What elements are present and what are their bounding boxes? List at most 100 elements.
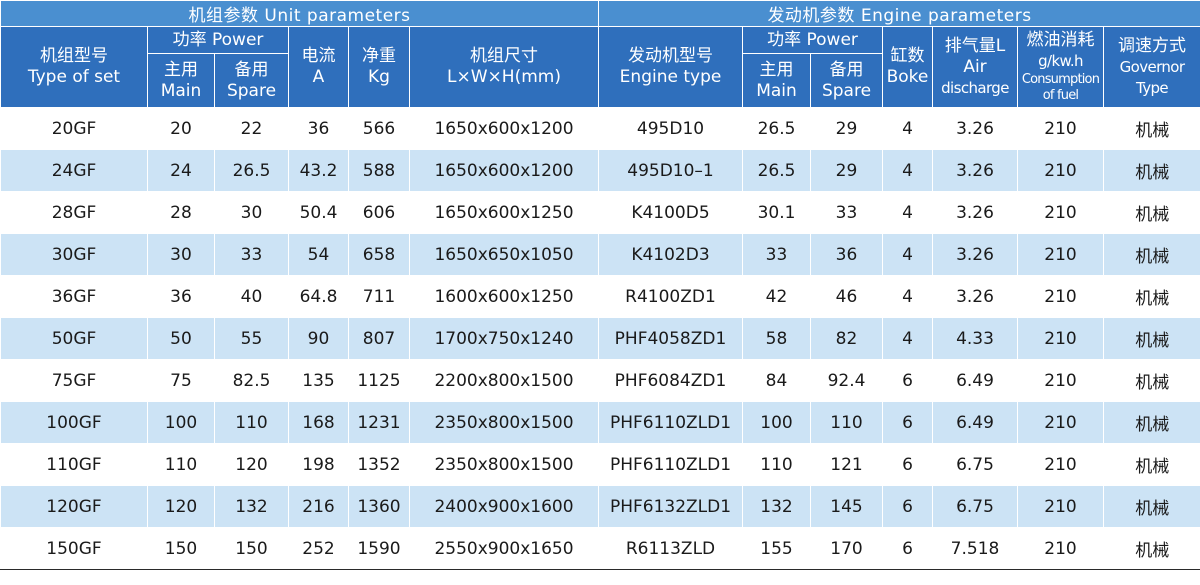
- cell-dimensions: 1650x600x1200: [409, 107, 599, 150]
- cell-dimensions: 1650x650x1050: [409, 233, 599, 276]
- cell-engine-type: 495D10: [598, 107, 743, 150]
- cell-fuel: 210: [1017, 233, 1104, 276]
- cell-spare-power: 110: [214, 401, 289, 444]
- cell-spare-power: 30: [214, 191, 289, 234]
- cell-fuel: 210: [1017, 485, 1104, 528]
- cell-air-discharge: 3.26: [932, 107, 1018, 150]
- cell-cylinders: 4: [882, 191, 933, 234]
- cell-current: 54: [288, 233, 349, 276]
- air-discharge-en-2: discharge: [941, 78, 1009, 97]
- air-discharge-header: 排气量L Air discharge: [932, 26, 1018, 108]
- cell-engine-type: K4100D5: [598, 191, 743, 234]
- cell-dimensions: 2400x900x1600: [409, 485, 599, 528]
- air-discharge-en-1: Air: [963, 56, 987, 77]
- cell-dimensions: 2200x800x1500: [409, 359, 599, 402]
- cell-engine-main: 100: [742, 401, 811, 444]
- cell-air-discharge: 6.75: [932, 485, 1018, 528]
- cell-cylinders: 4: [882, 107, 933, 150]
- type-of-set-header: 机组型号 Type of set: [0, 26, 148, 108]
- cell-spare-power: 120: [214, 443, 289, 486]
- cell-fuel: 210: [1017, 275, 1104, 318]
- cell-dimensions: 1650x600x1250: [409, 191, 599, 234]
- cell-fuel: 210: [1017, 443, 1104, 486]
- fuel-unit: g/kw.h: [1038, 52, 1083, 70]
- cell-fuel: 210: [1017, 359, 1104, 402]
- cell-engine-main: 84: [742, 359, 811, 402]
- engine-parameters-header: 发动机参数 Engine parameters: [597, 0, 1200, 27]
- cell-governor: 机械: [1102, 443, 1200, 486]
- cell-cylinders: 6: [882, 443, 933, 486]
- cell-main-power: 20: [147, 107, 215, 150]
- cell-type-of-set: 110GF: [0, 443, 148, 486]
- cell-weight: 606: [348, 191, 410, 234]
- cell-governor: 机械: [1102, 149, 1200, 192]
- cell-fuel: 210: [1017, 149, 1104, 192]
- cell-current: 43.2: [288, 149, 349, 192]
- cylinders-en: Boke: [886, 67, 929, 87]
- cell-spare-power: 55: [214, 317, 289, 360]
- cell-weight: 711: [348, 275, 410, 318]
- cell-governor: 机械: [1102, 527, 1200, 570]
- cell-air-discharge: 3.26: [932, 275, 1018, 318]
- cell-governor: 机械: [1102, 275, 1200, 318]
- cell-main-power: 24: [147, 149, 215, 192]
- cell-governor: 机械: [1102, 359, 1200, 402]
- cylinders-header: 缸数 Boke: [882, 26, 933, 108]
- cell-engine-main: 58: [742, 317, 811, 360]
- cell-engine-type: PHF4058ZD1: [598, 317, 743, 360]
- unit-spare-header: 备用 Spare: [214, 53, 289, 108]
- fuel-en-2: of fuel: [1042, 88, 1079, 103]
- cell-cylinders: 4: [882, 275, 933, 318]
- table-row: 30GF 30 33 54 658 1650x650x1050 K4102D3 …: [0, 233, 1200, 276]
- unit-spare-cn: 备用: [234, 59, 269, 80]
- cell-type-of-set: 24GF: [0, 149, 148, 192]
- cell-engine-type: PHF6110ZLD1: [598, 443, 743, 486]
- unit-main-header: 主用 Main: [147, 53, 215, 108]
- cell-governor: 机械: [1102, 317, 1200, 360]
- cell-cylinders: 6: [882, 359, 933, 402]
- table-row: 28GF 28 30 50.4 606 1650x600x1250 K4100D…: [0, 191, 1200, 234]
- cell-fuel: 210: [1017, 401, 1104, 444]
- cell-main-power: 50: [147, 317, 215, 360]
- cell-spare-power: 132: [214, 485, 289, 528]
- table-body: 20GF 20 22 36 566 1650x600x1200 495D10 2…: [0, 107, 1200, 570]
- unit-main-en: Main: [160, 80, 202, 101]
- engine-type-cn: 发动机型号: [628, 46, 713, 66]
- cylinders-cn: 缸数: [890, 46, 925, 66]
- cell-governor: 机械: [1102, 485, 1200, 528]
- cell-air-discharge: 6.75: [932, 443, 1018, 486]
- cell-current: 216: [288, 485, 349, 528]
- fuel-cn: 燃油消耗: [1026, 30, 1095, 50]
- cell-engine-type: R4100ZD1: [598, 275, 743, 318]
- cell-cylinders: 4: [882, 149, 933, 192]
- dimensions-unit: L×W×H(mm): [447, 67, 561, 87]
- cell-engine-spare: 33: [810, 191, 883, 234]
- cell-engine-main: 26.5: [742, 107, 811, 150]
- cell-air-discharge: 3.26: [932, 149, 1018, 192]
- cell-main-power: 30: [147, 233, 215, 276]
- unit-power-header: 功率 Power: [147, 26, 289, 54]
- cell-dimensions: 2350x800x1500: [409, 401, 599, 444]
- cell-engine-main: 155: [742, 527, 811, 570]
- cell-dimensions: 2550x900x1650: [409, 527, 599, 570]
- cell-current: 168: [288, 401, 349, 444]
- cell-air-discharge: 6.49: [932, 401, 1018, 444]
- unit-main-cn: 主用: [164, 59, 198, 80]
- cell-engine-type: 495D10–1: [598, 149, 743, 192]
- cell-cylinders: 6: [882, 527, 933, 570]
- engine-spare-header: 备用 Spare: [810, 53, 883, 108]
- cell-fuel: 210: [1017, 317, 1104, 360]
- fuel-consumption-header: 燃油消耗 g/kw.h Consumption of fuel: [1017, 26, 1104, 108]
- cell-engine-type: R6113ZLD: [598, 527, 743, 570]
- governor-en-1: Governor: [1119, 57, 1185, 76]
- cell-governor: 机械: [1102, 191, 1200, 234]
- cell-governor: 机械: [1102, 401, 1200, 444]
- table-row: 75GF 75 82.5 135 1125 2200x800x1500 PHF6…: [0, 359, 1200, 402]
- engine-power-header: 功率 Power: [742, 26, 883, 54]
- table-row: 20GF 20 22 36 566 1650x600x1200 495D10 2…: [0, 107, 1200, 150]
- cell-air-discharge: 6.49: [932, 359, 1018, 402]
- fuel-en-1: Consumption: [1021, 72, 1100, 87]
- cell-engine-spare: 170: [810, 527, 883, 570]
- cell-dimensions: 1600x600x1250: [409, 275, 599, 318]
- cell-dimensions: 1700x750x1240: [409, 317, 599, 360]
